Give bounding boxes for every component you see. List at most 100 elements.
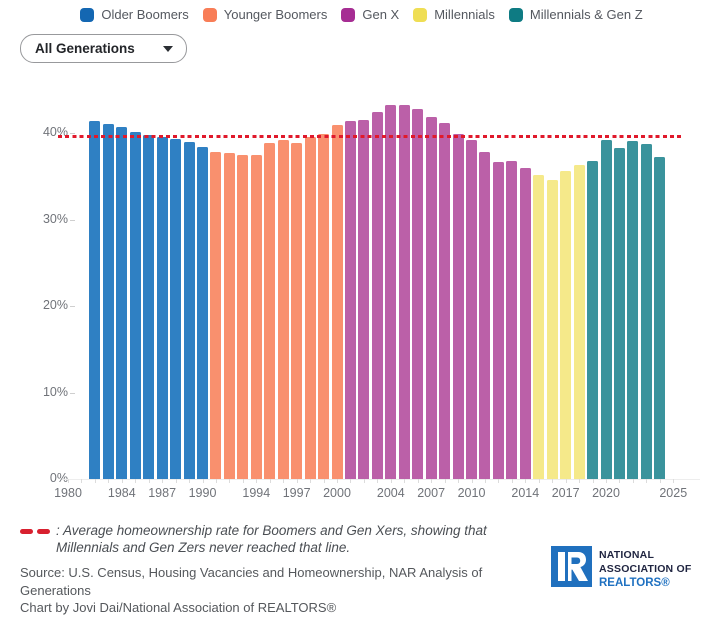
bar-1985[interactable] bbox=[129, 132, 141, 479]
bar-2003[interactable] bbox=[371, 112, 383, 479]
legend-item-millennials-gen-z[interactable]: Millennials & Gen Z bbox=[508, 7, 643, 22]
bar-2010[interactable] bbox=[466, 139, 477, 479]
bar-1993[interactable] bbox=[237, 155, 249, 479]
bar-2021[interactable] bbox=[613, 147, 625, 479]
x-axis-tick bbox=[175, 479, 177, 483]
x-axis-label: 1997 bbox=[282, 486, 311, 500]
x-axis-tick bbox=[579, 479, 581, 483]
x-axis-tick bbox=[632, 479, 634, 483]
x-axis-tick bbox=[296, 479, 298, 483]
bar-1996[interactable] bbox=[277, 139, 289, 479]
bar-2006[interactable] bbox=[412, 108, 424, 479]
x-axis-label: 2020 bbox=[592, 486, 620, 500]
bar-1987[interactable] bbox=[156, 137, 168, 479]
x-axis-label: 2010 bbox=[457, 486, 486, 500]
legend-label: Millennials & Gen Z bbox=[529, 7, 643, 22]
legend-label: Younger Boomers bbox=[223, 7, 328, 22]
x-axis-tick bbox=[673, 479, 675, 483]
bar-2023[interactable] bbox=[640, 144, 652, 479]
bar-2020[interactable] bbox=[600, 139, 612, 479]
bar-1990[interactable] bbox=[197, 146, 208, 479]
x-axis-tick bbox=[592, 479, 594, 483]
x-axis-tick bbox=[552, 479, 554, 483]
bar-2004[interactable] bbox=[385, 105, 397, 479]
x-axis-tick bbox=[108, 479, 110, 483]
legend-item-older-boomers[interactable]: Older Boomers bbox=[80, 7, 189, 22]
bar-2002[interactable] bbox=[358, 120, 370, 479]
x-axis-label: 2017 bbox=[551, 486, 580, 500]
bar-2024[interactable] bbox=[654, 157, 666, 479]
bar-1989[interactable] bbox=[183, 141, 195, 479]
x-axis-tick bbox=[619, 479, 621, 483]
x-axis-tick bbox=[135, 479, 137, 483]
x-axis-tick bbox=[121, 479, 123, 483]
bar-2014[interactable] bbox=[519, 168, 531, 479]
bar-1991[interactable] bbox=[210, 152, 222, 479]
bar-1999[interactable] bbox=[318, 133, 330, 479]
y-axis-label: 30% bbox=[42, 211, 68, 226]
bar-2008[interactable] bbox=[439, 123, 451, 479]
generation-filter-dropdown[interactable]: All Generations bbox=[20, 34, 187, 63]
bar-1992[interactable] bbox=[223, 152, 235, 479]
bar-2000[interactable] bbox=[331, 125, 343, 479]
x-axis-tick bbox=[323, 479, 325, 483]
x-axis-tick bbox=[565, 479, 567, 483]
legend-swatch-icon bbox=[508, 7, 523, 22]
x-axis-tick bbox=[94, 479, 96, 483]
x-axis-tick bbox=[431, 479, 433, 483]
bar-2016[interactable] bbox=[546, 179, 558, 479]
bar-1994[interactable] bbox=[250, 155, 262, 479]
bar-1995[interactable] bbox=[264, 143, 276, 479]
x-axis-tick bbox=[269, 479, 271, 483]
x-axis-tick bbox=[189, 479, 191, 483]
y-axis-tick bbox=[70, 219, 75, 221]
x-axis-tick bbox=[229, 479, 231, 483]
legend-item-gen-x[interactable]: Gen X bbox=[341, 7, 399, 22]
nar-logo-line2: ASSOCIATION OF bbox=[599, 562, 692, 575]
legend-item-younger-boomers[interactable]: Younger Boomers bbox=[202, 7, 328, 22]
legend-swatch-icon bbox=[413, 7, 428, 22]
bar-2018[interactable] bbox=[573, 165, 585, 479]
x-axis-tick bbox=[363, 479, 365, 483]
bar-2011[interactable] bbox=[479, 152, 491, 479]
bar-2012[interactable] bbox=[492, 162, 504, 479]
bar-1986[interactable] bbox=[143, 134, 155, 479]
legend-swatch-icon bbox=[80, 7, 95, 22]
legend-item-millennials[interactable]: Millennials bbox=[413, 7, 495, 22]
legend-swatch-icon bbox=[202, 7, 217, 22]
bar-2017[interactable] bbox=[560, 171, 572, 479]
y-axis-label: 20% bbox=[42, 298, 68, 312]
x-axis-tick bbox=[471, 479, 473, 483]
legend-label: Gen X bbox=[362, 7, 400, 22]
x-axis-tick bbox=[606, 479, 607, 483]
credit-line: Chart by Jovi Dai/National Association o… bbox=[20, 600, 337, 616]
y-axis-tick bbox=[70, 133, 75, 134]
x-axis-tick bbox=[498, 479, 500, 483]
x-axis-tick bbox=[444, 479, 446, 483]
bar-2022[interactable] bbox=[627, 140, 639, 479]
x-axis-tick bbox=[525, 479, 527, 483]
bar-1984[interactable] bbox=[116, 126, 128, 479]
bar-1988[interactable] bbox=[170, 139, 182, 479]
bar-1997[interactable] bbox=[291, 143, 303, 479]
x-axis-tick bbox=[417, 479, 419, 483]
x-axis-label: 1987 bbox=[148, 486, 177, 500]
bar-2007[interactable] bbox=[425, 117, 437, 479]
bar-2013[interactable] bbox=[506, 160, 518, 479]
bar-2001[interactable] bbox=[344, 120, 356, 479]
bar-1982[interactable] bbox=[89, 120, 101, 479]
x-axis-tick bbox=[646, 479, 648, 483]
chart-legend: Older Boomers Younger Boomers Gen X Millenn… bbox=[0, 7, 723, 22]
average-reference-line bbox=[58, 134, 681, 138]
refline-caption: : Average homeownership rate for Boomers… bbox=[20, 522, 534, 557]
generation-filter-value: All Generations bbox=[35, 41, 135, 56]
bar-1998[interactable] bbox=[304, 137, 316, 479]
x-axis-label: 2007 bbox=[417, 486, 446, 500]
bar-2019[interactable] bbox=[587, 160, 599, 479]
bar-2015[interactable] bbox=[533, 175, 545, 479]
bar-1983[interactable] bbox=[102, 124, 114, 479]
realtor-r-icon bbox=[551, 546, 592, 587]
x-axis-tick bbox=[148, 479, 150, 483]
bar-2005[interactable] bbox=[398, 105, 410, 479]
bar-2009[interactable] bbox=[452, 133, 464, 479]
